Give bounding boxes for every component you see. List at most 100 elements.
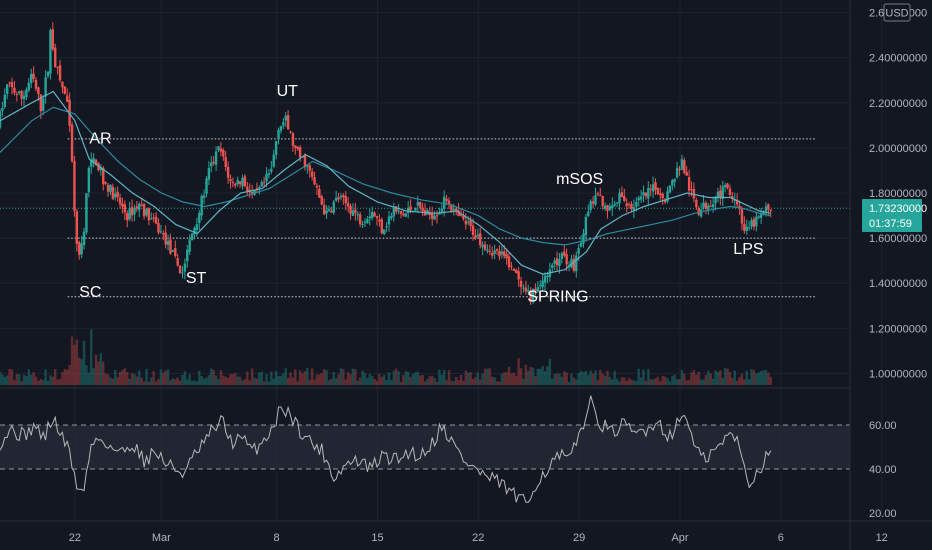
wyckoff-label-msos: mSOS — [556, 171, 603, 188]
volume-bar — [1, 374, 4, 385]
volume-bar — [418, 375, 422, 385]
volume-bar — [366, 378, 369, 385]
volume-bar — [104, 373, 107, 385]
candle-body — [253, 189, 256, 195]
volume-bar — [289, 372, 292, 385]
candle-body — [539, 284, 542, 286]
candle-body — [229, 178, 232, 182]
candle-body — [121, 203, 124, 207]
time-axis[interactable]: 22 Mar 8 15 22 29 Apr 6 12 — [69, 532, 888, 544]
volume-bar — [90, 329, 93, 385]
volume-bar — [474, 376, 477, 385]
volume-bar — [130, 373, 134, 385]
last-price-value: 1.73230000 — [869, 203, 927, 215]
volume-bar — [493, 377, 496, 385]
candle-body — [483, 244, 487, 250]
volume-bar — [534, 376, 537, 385]
volume-bar — [260, 371, 263, 385]
volume-bar — [238, 376, 242, 385]
candle-body — [205, 178, 208, 194]
volume-bar — [243, 379, 247, 385]
volume-bar — [750, 369, 753, 385]
volume-bar — [656, 376, 660, 385]
candle-body — [603, 205, 607, 209]
volume-bar — [450, 381, 453, 385]
candle-body — [109, 184, 112, 192]
candle-body — [531, 289, 535, 302]
volume-bar — [577, 373, 580, 385]
volume-bar — [479, 379, 482, 385]
candle-body — [181, 272, 184, 274]
volume-bar — [767, 372, 770, 385]
price-axis[interactable]: 2.600000002.400000002.200000002.00000000… — [869, 8, 927, 381]
volume-bar — [594, 370, 597, 385]
volume-bar — [666, 378, 669, 385]
candle-body — [313, 177, 316, 185]
candle-body — [368, 216, 371, 219]
candle-body — [409, 206, 412, 211]
volume-bar — [56, 379, 59, 385]
volume-bar — [661, 375, 664, 385]
candle-body — [740, 208, 744, 224]
currency-badge-box — [883, 3, 911, 22]
candle-body — [702, 202, 705, 208]
candle-body — [709, 205, 712, 207]
candle-body — [138, 203, 141, 211]
volume-bar — [618, 381, 621, 385]
volume-bar — [431, 375, 434, 385]
candle-body — [630, 203, 633, 210]
volume-bar — [157, 378, 160, 385]
volume-bar — [406, 371, 410, 385]
volume-bar — [382, 374, 386, 385]
volume-bar — [385, 380, 388, 385]
volume-bar — [123, 368, 127, 385]
volume-bar — [114, 370, 117, 385]
candle-body — [719, 190, 722, 198]
candle-body — [366, 219, 369, 224]
volume-bar — [435, 381, 439, 385]
candle-body — [447, 200, 451, 205]
volume-bar — [719, 370, 722, 385]
volume-bar — [10, 369, 14, 385]
candle-body — [394, 206, 398, 212]
candle-body — [406, 207, 410, 214]
candle-body — [255, 188, 259, 190]
volume-bar — [18, 374, 21, 385]
rsi-axis[interactable]: 60.00 40.00 20.00 — [869, 420, 897, 520]
candle-body — [78, 242, 81, 255]
volume-bar — [690, 372, 693, 385]
volume-bar — [685, 380, 688, 385]
volume-bar — [651, 379, 655, 385]
candle-body — [332, 201, 335, 213]
candle-body — [615, 202, 619, 204]
volume-bar — [464, 370, 468, 385]
volume-bar — [212, 369, 215, 385]
candle-body — [380, 219, 383, 234]
volume-bar — [632, 380, 636, 385]
volume-bar — [426, 378, 429, 385]
volume-bar — [673, 374, 676, 385]
candle-body — [339, 196, 343, 198]
candle-body — [560, 253, 564, 259]
volume-bar — [322, 369, 326, 385]
candle-body — [445, 198, 448, 201]
volume-bar — [709, 373, 712, 385]
candle-body — [673, 179, 676, 182]
candle-body — [584, 216, 588, 236]
volume-bar — [171, 378, 175, 385]
volume-bar — [543, 371, 547, 385]
candle-body — [114, 193, 117, 198]
candle-body — [58, 65, 62, 81]
candle-body — [378, 219, 381, 222]
volume-bar — [553, 374, 556, 385]
volume-bar — [219, 370, 223, 385]
currency-badge[interactable]: USD — [883, 3, 911, 22]
volume-bar — [663, 376, 667, 385]
candle-body — [524, 287, 528, 292]
candle-body — [73, 160, 76, 211]
candle-body — [639, 196, 643, 200]
candle-body — [49, 29, 52, 74]
time-tick-label: 8 — [274, 532, 280, 544]
volume-bar — [27, 369, 31, 385]
